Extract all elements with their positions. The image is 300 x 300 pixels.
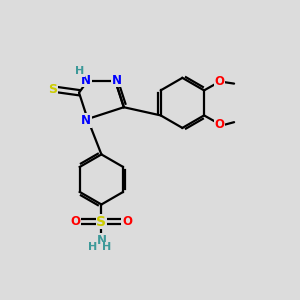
Text: H: H xyxy=(102,242,111,253)
Text: O: O xyxy=(122,215,132,228)
Text: H: H xyxy=(75,67,84,76)
Text: H: H xyxy=(88,242,97,253)
Text: O: O xyxy=(71,215,81,228)
Text: S: S xyxy=(96,214,106,229)
Text: N: N xyxy=(81,74,91,87)
Text: N: N xyxy=(81,114,91,127)
Text: N: N xyxy=(112,74,122,87)
Text: O: O xyxy=(214,75,224,88)
Text: N: N xyxy=(96,234,106,247)
Text: S: S xyxy=(48,82,57,96)
Text: O: O xyxy=(214,118,224,131)
